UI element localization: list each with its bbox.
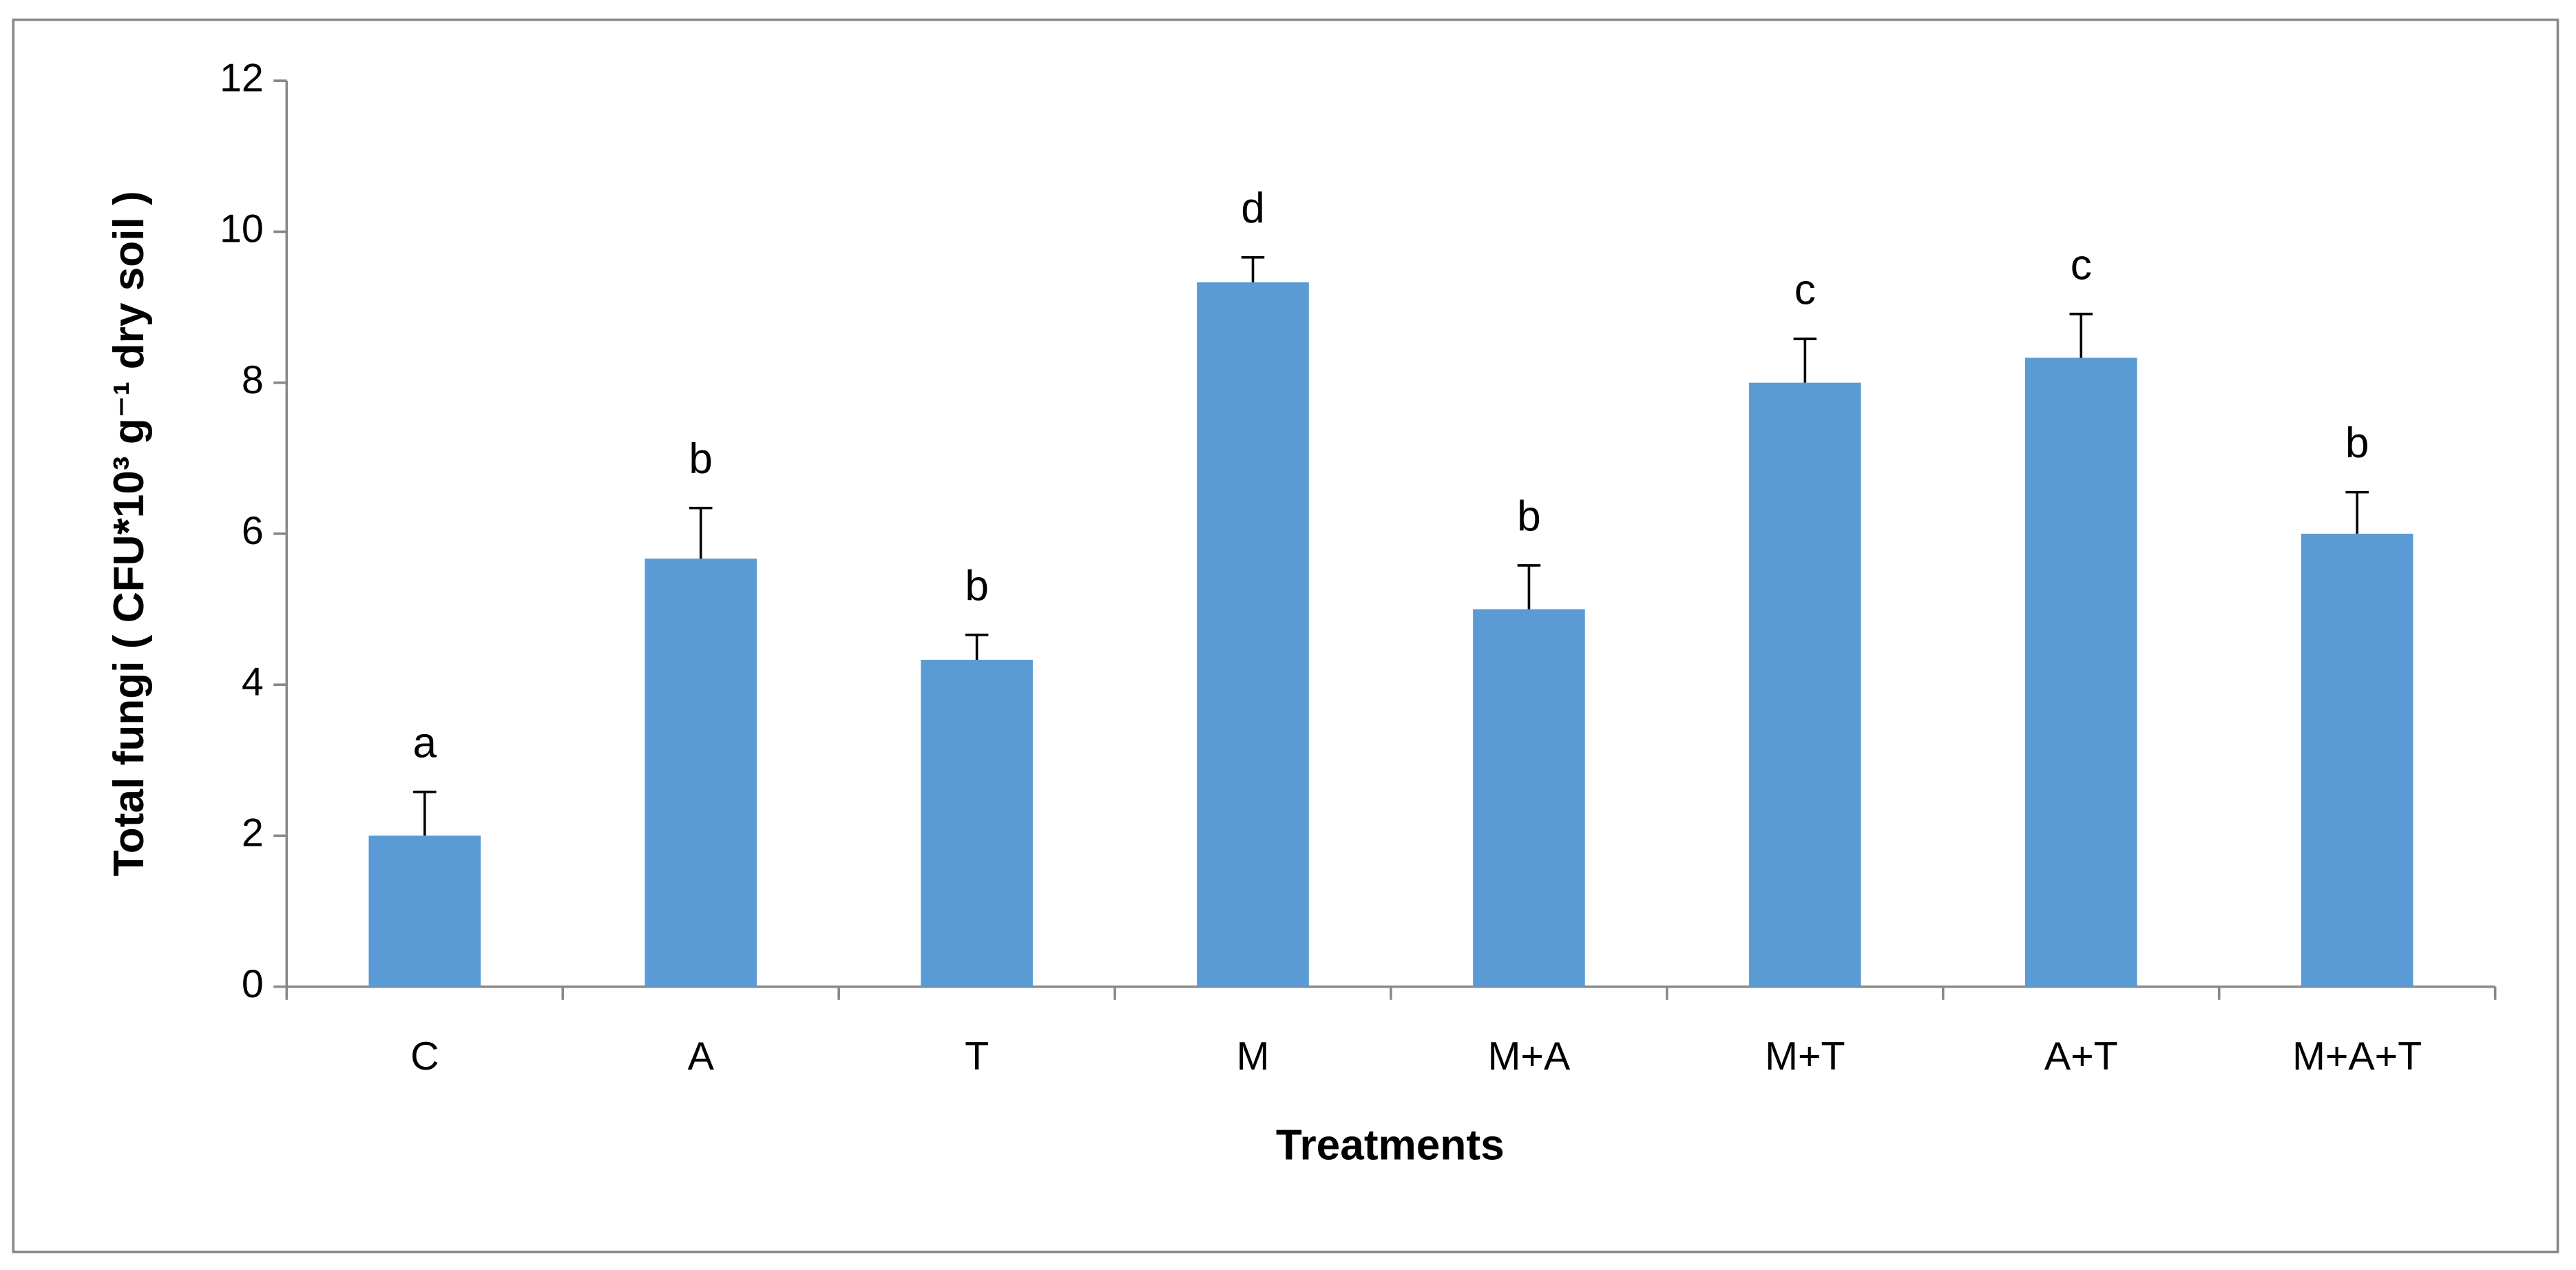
error-bar xyxy=(2345,490,2369,534)
error-bar xyxy=(965,634,989,660)
x-tick-label: M+A xyxy=(1488,1034,1571,1079)
error-bar xyxy=(1793,337,1817,383)
bar xyxy=(2024,357,2137,987)
y-tick-label: 12 xyxy=(220,56,264,100)
x-tick-label: A+T xyxy=(2044,1034,2118,1079)
significance-letter: c xyxy=(1794,267,1816,314)
significance-letter: a xyxy=(413,719,437,767)
bar xyxy=(1749,382,1861,987)
bar xyxy=(1197,282,1309,987)
x-tick-label: C xyxy=(410,1034,439,1079)
significance-letter: b xyxy=(1517,492,1541,540)
error-bar xyxy=(1517,564,1541,610)
x-axis-title: Treatments xyxy=(1276,1121,1505,1169)
y-tick-label: 2 xyxy=(242,811,264,855)
y-tick-label: 4 xyxy=(242,660,264,704)
significance-letter: d xyxy=(1241,185,1265,232)
y-tick-label: 10 xyxy=(220,207,264,251)
x-tick-label: T xyxy=(965,1034,989,1079)
y-tick-label: 6 xyxy=(242,509,264,553)
significance-letter: b xyxy=(965,562,989,610)
x-tick-label: M+T xyxy=(1765,1034,1845,1079)
bar xyxy=(368,835,481,987)
y-tick-label: 8 xyxy=(242,358,264,402)
error-bar xyxy=(1241,256,1265,282)
y-tick-label: 0 xyxy=(242,962,264,1006)
bar xyxy=(1473,609,1585,987)
x-tick-label: M+A+T xyxy=(2292,1034,2422,1079)
significance-letter: b xyxy=(689,435,713,483)
significance-letter: b xyxy=(2345,419,2369,467)
bar xyxy=(2301,533,2413,987)
error-bar xyxy=(2069,313,2093,358)
x-tick-label: M xyxy=(1237,1034,1270,1079)
bar xyxy=(645,559,757,987)
error-bar xyxy=(689,506,713,559)
x-tick-label: A xyxy=(688,1034,715,1079)
y-axis-title: Total fungi ( CFU*10³ g⁻¹ dry soil ) xyxy=(105,191,153,876)
significance-letter: c xyxy=(2071,241,2092,289)
error-bar xyxy=(413,791,437,836)
bar xyxy=(921,659,1033,987)
